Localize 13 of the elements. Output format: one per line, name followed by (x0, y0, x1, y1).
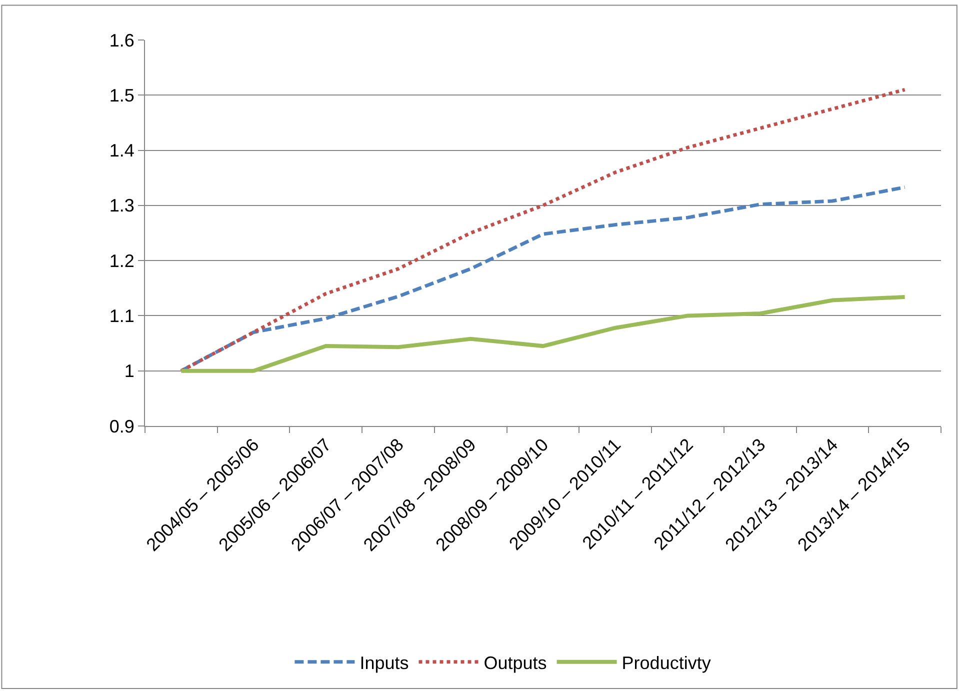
line-series (179, 88, 907, 373)
y-tick-label: 0.9 (109, 416, 134, 436)
y-tick-label: 1.3 (109, 196, 134, 216)
y-tick-label: 1.5 (109, 85, 134, 106)
y-tick-label: 1 (124, 361, 134, 382)
y-tick-label: 1.4 (109, 140, 134, 161)
y-tick-label: 1.6 (109, 30, 134, 50)
line-series (179, 294, 907, 373)
y-tick-label: 1.1 (109, 306, 134, 326)
legend-label: Outputs (484, 652, 547, 673)
legend-label: Productivty (622, 652, 711, 673)
legend-label: Inputs (360, 652, 409, 673)
y-tick-label: 1.2 (109, 250, 134, 271)
